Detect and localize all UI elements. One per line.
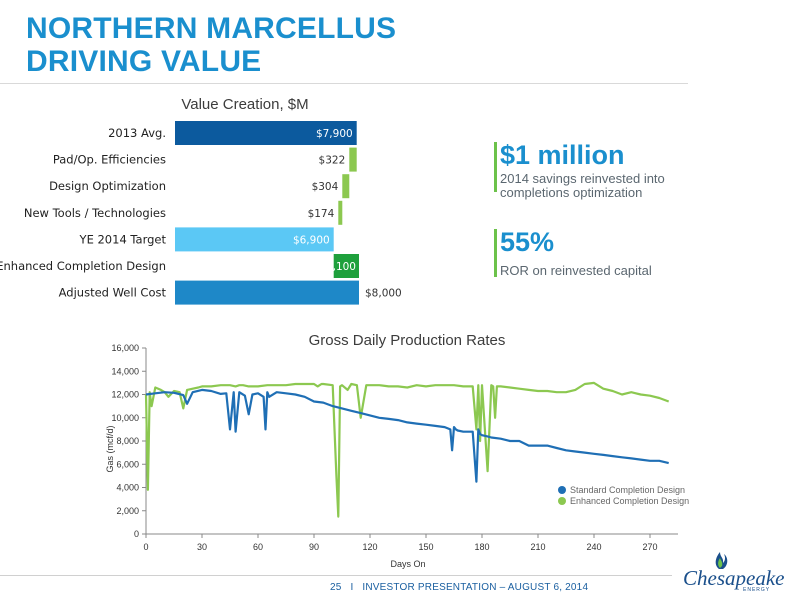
footer: 25 I INVESTOR PRESENTATION – AUGUST 6, 2… xyxy=(0,575,800,600)
y-tick-label: 14,000 xyxy=(111,366,139,376)
title-divider xyxy=(0,83,688,84)
legend-marker xyxy=(558,497,566,505)
page-title-line1: NORTHERN MARCELLUS xyxy=(26,12,397,45)
callout-description: ROR on reinvested capital xyxy=(500,263,652,278)
x-tick-label: 270 xyxy=(642,542,657,552)
y-tick-label: 0 xyxy=(134,529,139,539)
data-label: $7,900 xyxy=(316,128,353,140)
x-axis-label: Days On xyxy=(390,559,425,569)
logo-wordmark: Chesapeake xyxy=(683,566,785,590)
y-tick-label: 2,000 xyxy=(116,506,139,516)
presentation-label: INVESTOR PRESENTATION – AUGUST 6, 2014 xyxy=(362,582,589,593)
waterfall-bar xyxy=(175,280,359,305)
category-label: YE 2014 Target xyxy=(79,232,167,246)
x-tick-label: 60 xyxy=(253,542,263,552)
x-tick-label: 120 xyxy=(362,542,377,552)
category-label: Enhanced Completion Design xyxy=(0,259,166,273)
x-tick-label: 0 xyxy=(143,542,148,552)
x-tick-label: 210 xyxy=(530,542,545,552)
y-tick-label: 6,000 xyxy=(116,459,139,469)
chart-title: Gross Daily Production Rates xyxy=(309,332,506,349)
y-tick-label: 16,000 xyxy=(111,343,139,353)
legend-marker xyxy=(558,486,566,494)
data-label: $1,100 xyxy=(319,261,356,273)
y-axis-label: Gas (mcf/d) xyxy=(105,425,115,472)
category-label: Adjusted Well Cost xyxy=(59,286,167,300)
y-tick-label: 10,000 xyxy=(111,413,139,423)
data-label: $8,000 xyxy=(365,288,402,300)
chesapeake-logo: Chesapeake ENERGY xyxy=(683,548,785,594)
footer-separator: I xyxy=(350,582,354,593)
x-tick-label: 90 xyxy=(309,542,319,552)
category-label: New Tools / Technologies xyxy=(24,206,166,220)
data-label: $6,900 xyxy=(293,234,330,246)
x-tick-label: 30 xyxy=(197,542,207,552)
callout-accent-bar xyxy=(494,229,497,277)
x-tick-label: 180 xyxy=(474,542,489,552)
x-tick-label: 240 xyxy=(586,542,601,552)
page-number: 25 xyxy=(330,582,342,593)
data-label: $174 xyxy=(308,208,335,220)
category-label: Design Optimization xyxy=(49,179,166,193)
footer-text: 25 I INVESTOR PRESENTATION – AUGUST 6, 2… xyxy=(330,582,588,593)
x-tick-label: 150 xyxy=(418,542,433,552)
callout-description: 2014 savings reinvested into completions… xyxy=(500,171,665,200)
legend-label: Standard Completion Design xyxy=(570,485,685,495)
data-label: $304 xyxy=(312,181,339,193)
waterfall-bar xyxy=(175,227,334,252)
waterfall-bar xyxy=(338,200,343,225)
category-label: Pad/Op. Efficiencies xyxy=(53,153,166,167)
y-tick-label: 12,000 xyxy=(111,390,139,400)
series-line-standard xyxy=(145,388,669,483)
logo-tagline: ENERGY xyxy=(743,587,771,593)
callout-value: 55% xyxy=(500,227,555,257)
waterfall-bar xyxy=(175,121,357,145)
waterfall-bar xyxy=(333,254,359,278)
category-label: 2013 Avg. xyxy=(108,126,166,140)
page-title-line2: DRIVING VALUE xyxy=(26,45,262,78)
y-tick-label: 4,000 xyxy=(116,483,139,493)
waterfall-bar xyxy=(349,147,357,172)
data-label: $322 xyxy=(319,155,346,167)
series-line-enhanced xyxy=(144,381,670,518)
callout-value: $1 million xyxy=(500,140,625,170)
chart-title: Value Creation, $M xyxy=(181,96,308,113)
footer-divider xyxy=(0,575,672,576)
waterfall-bar xyxy=(342,174,350,199)
callout-accent-bar xyxy=(494,142,497,192)
legend-label: Enhanced Completion Design xyxy=(570,496,689,506)
y-tick-label: 8,000 xyxy=(116,436,139,446)
flame-icon xyxy=(715,552,728,569)
page-title: NORTHERN MARCELLUS DRIVING VALUE xyxy=(26,12,396,78)
